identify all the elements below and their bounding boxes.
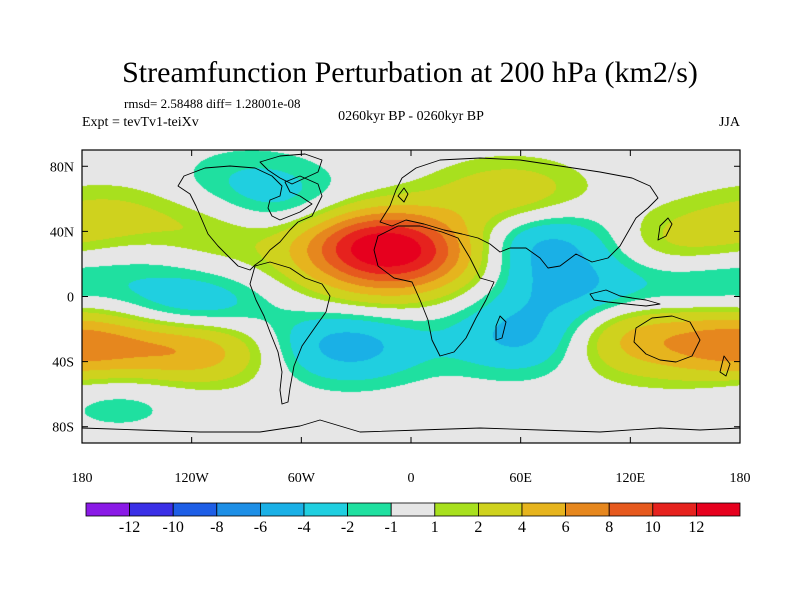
eurasia-coast <box>379 157 659 269</box>
colorbar-box <box>390 502 436 517</box>
colorbar-label: 12 <box>688 519 704 536</box>
colorbar-box <box>477 502 523 517</box>
colorbar-box <box>521 502 566 517</box>
colorbar-label: -6 <box>254 519 267 536</box>
coastlines <box>82 153 740 433</box>
indonesia-coast <box>589 289 661 307</box>
colorbar-label: 2 <box>474 519 482 536</box>
colorbar-box <box>129 502 174 517</box>
north-america-coast <box>177 165 323 271</box>
colorbar-box <box>172 502 218 517</box>
colorbar-box <box>434 502 479 517</box>
colorbar-label: -1 <box>385 519 398 536</box>
x-tick-label: 60E <box>509 471 532 486</box>
colorbar-label: -2 <box>341 519 354 536</box>
new-zealand-coast <box>719 355 731 377</box>
colorbar-label: 4 <box>518 519 526 536</box>
south-america-coast <box>249 261 331 405</box>
center-subtitle: 0260kyr BP - 0260kyr BP <box>338 109 484 124</box>
colorbar-label: 8 <box>605 519 613 536</box>
x-tick-label: 0 <box>408 471 415 486</box>
y-tick-label: 80S <box>52 421 74 436</box>
y-tick-label: 80N <box>50 160 74 175</box>
british-isles-coast <box>397 187 409 203</box>
madagascar-coast <box>495 315 507 341</box>
x-tick-label: 120E <box>616 471 646 486</box>
colorbar-box <box>259 502 305 517</box>
x-tick-label: 60W <box>288 471 316 486</box>
colorbar: -12 -10 -8 -6 -4 -2 -1 1 2 4 6 8 10 12 <box>85 502 741 536</box>
colorbar-box <box>347 502 392 517</box>
colorbar-label: -4 <box>297 519 310 536</box>
y-tick-label: 40S <box>52 356 74 371</box>
greenland-coast <box>259 153 323 185</box>
colorbar-box <box>85 502 130 517</box>
left-subtitle: Expt = tevTv1-teiXv <box>82 115 199 130</box>
colorbar-label: -12 <box>119 519 140 536</box>
chart-title: Streamfunction Perturbation at 200 hPa (… <box>122 56 698 89</box>
y-tick-label: 0 <box>67 291 74 306</box>
colorbar-label: 10 <box>645 519 661 536</box>
y-tick-label: 40N <box>50 225 74 240</box>
x-tick-label: 120W <box>175 471 210 486</box>
africa-coast <box>373 225 495 357</box>
colorbar-box <box>608 502 654 517</box>
japan-coast <box>657 217 673 241</box>
colorbar-box <box>565 502 610 517</box>
colorbar-box <box>652 502 697 517</box>
colorbar-label: -8 <box>210 519 223 536</box>
right-subtitle: JJA <box>719 115 741 130</box>
colorbar-box <box>696 502 741 517</box>
x-tick-label: 180 <box>72 471 93 486</box>
colorbar-label: 1 <box>431 519 439 536</box>
colorbar-box <box>216 502 261 517</box>
colorbar-box <box>303 502 348 517</box>
contour-field <box>82 150 740 443</box>
antarctica-coast <box>82 419 740 433</box>
map-area: 180 120W 60W 0 60E 120E 180 80N 40N 0 40S 80S <box>50 149 751 486</box>
colorbar-label: 6 <box>562 519 570 536</box>
axis-ticks: 180 120W 60W 0 60E 120E 180 80N 40N 0 40S 80S <box>50 150 751 486</box>
x-tick-label: 180 <box>730 471 751 486</box>
australia-coast <box>633 315 701 363</box>
colorbar-label: -10 <box>163 519 184 536</box>
stats-line: rmsd= 2.58488 diff= 1.28001e-08 <box>124 96 301 111</box>
